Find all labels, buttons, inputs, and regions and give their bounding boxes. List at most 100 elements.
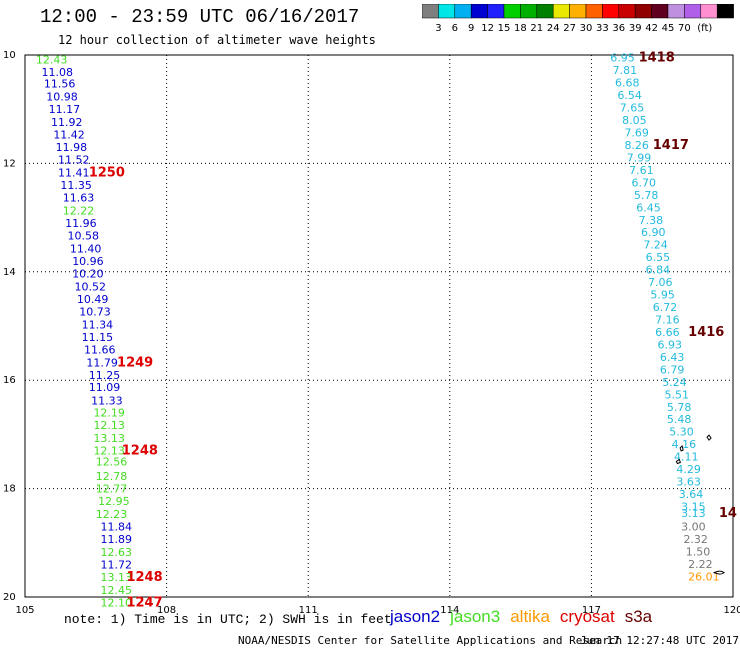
colorbar-unit: (ft) [697,23,712,34]
swh-value: 11.66 [84,343,116,356]
swh-value: 5.24 [662,376,687,389]
colorbar-label: 33 [596,23,609,34]
colorbar-label: 18 [514,23,527,34]
swh-value: 11.56 [44,78,76,91]
pass-time-label: 1418 [639,51,675,66]
swh-value: 12.19 [93,407,125,420]
footnote: note: 1) Time is in UTC; 2) SWH is in fe… [64,612,392,627]
colorbar-label: 39 [629,23,642,34]
colorbar-label: 3 [435,23,441,34]
swh-value: 12.13 [93,445,125,458]
swh-value: 5.48 [667,413,692,426]
lon-tick-label: 120 [723,605,740,616]
colorbar-label: 24 [547,23,560,34]
swh-value: 6.79 [660,363,685,376]
swh-value: 4.16 [672,438,697,451]
lon-tick-label: 108 [157,605,176,616]
swh-value: 12.22 [63,205,94,218]
colorbar-label: 21 [530,23,543,34]
swh-value: 11.96 [65,217,97,230]
pass-time-label: 14 [719,506,737,521]
swh-value: 8.05 [622,114,647,127]
swh-value: 7.06 [648,276,673,289]
swh-value: 11.33 [91,394,123,407]
lat-tick-label: 14 [3,267,16,278]
lat-tick-label: 18 [3,484,16,495]
colorbar-swatch [716,4,734,19]
lon-tick-label: 114 [440,605,459,616]
swh-value: 6.95 [610,52,635,65]
swh-value: 6.70 [632,176,657,189]
swh-value: 3.13 [681,507,706,520]
island-outline [713,570,725,575]
colorbar-label: 45 [662,23,675,34]
lon-tick-label: 111 [299,605,318,616]
pass-time-label: 1248 [126,570,162,585]
legend-cryosat: cryosat [559,607,615,626]
swh-value: 12.95 [98,495,130,508]
colorbar-label: 70 [678,23,691,34]
swh-value: 12.13 [93,419,125,432]
swh-value: 7.99 [627,151,652,164]
colorbar-label: 15 [498,23,511,34]
swh-value: 7.81 [613,64,638,77]
swh-value: 10.98 [46,91,78,104]
swh-value: 11.15 [82,331,114,344]
swh-value: 12.43 [36,53,68,66]
generated-timestamp: Jun 17 12:27:48 UTC 2017 [580,634,739,647]
swh-value: 11.25 [89,369,121,382]
swh-value: 6.72 [653,301,678,314]
colorbar-label: 12 [481,23,494,34]
swh-value: 11.41 [58,167,90,180]
swh-value: 10.49 [77,293,109,306]
swh-value: 12.78 [96,470,128,483]
pass-time-label: 1250 [89,166,125,181]
colorbar-label: 42 [645,23,658,34]
swh-value: 3.64 [679,488,704,501]
swh-value: 26.01 [688,570,720,583]
swh-value: 11.63 [63,192,94,205]
lon-tick-label: 105 [15,605,34,616]
swh-value: 11.84 [101,521,132,534]
colorbar-label: 30 [580,23,593,34]
legend-altika: altika [510,607,550,626]
colorbar-label: 6 [452,23,458,34]
lat-tick-label: 10 [3,50,16,61]
swh-value: 6.45 [636,201,661,214]
swh-value: 12.63 [101,546,132,559]
credit-line: NOAA/NESDIS Center for Satellite Applica… [238,634,623,647]
swh-value: 2.22 [688,558,713,571]
swh-value: 7.38 [639,214,664,227]
swh-value: 10.52 [75,280,107,293]
swh-value: 7.65 [620,102,645,115]
pass-time-label: 1416 [688,325,724,340]
swh-value: 11.92 [51,116,83,129]
swh-value: 6.66 [655,326,680,339]
swh-value: 3.15 [681,500,706,513]
swh-value: 12.45 [101,584,132,597]
island-outline [706,434,712,441]
swh-value: 6.93 [657,338,682,351]
swh-value: 11.09 [89,381,121,394]
swh-value: 7.16 [655,313,680,326]
swh-value: 11.89 [101,533,132,546]
swh-value: 11.17 [49,103,81,116]
swh-value: 6.68 [615,77,640,90]
swh-value: 7.69 [624,127,649,140]
swh-value: 5.78 [634,189,659,202]
pass-time-label: 1247 [126,595,162,610]
swh-value: 6.90 [641,226,666,239]
swh-value: 6.84 [646,264,671,277]
swh-value: 5.51 [665,388,690,401]
swh-value: 3.63 [676,476,701,489]
swh-value: 13.13 [101,571,132,584]
legend-jason2: jason2 [390,607,441,626]
swh-value: 11.34 [82,318,114,331]
swh-value: 4.29 [676,463,701,476]
swh-value: 3.00 [681,521,706,534]
swh-value: 10.96 [72,255,104,268]
lon-tick-label: 117 [582,605,601,616]
pass-time-label: 1248 [122,444,158,459]
pass-time-label: 1417 [653,138,689,153]
swh-value: 11.98 [56,141,88,154]
